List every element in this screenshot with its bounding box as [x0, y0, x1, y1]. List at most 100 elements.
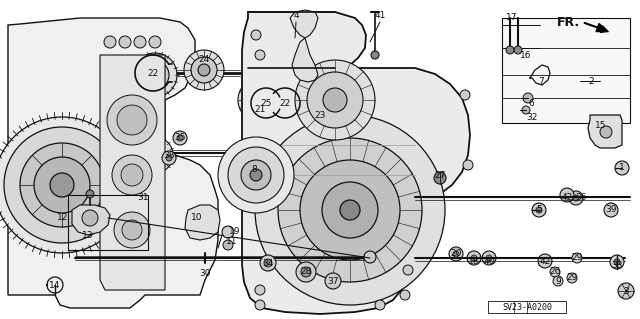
Circle shape [166, 155, 172, 161]
Circle shape [560, 188, 574, 202]
Circle shape [460, 90, 470, 100]
Circle shape [251, 30, 261, 40]
Circle shape [323, 88, 347, 112]
Polygon shape [290, 10, 318, 38]
Circle shape [296, 262, 316, 282]
Polygon shape [292, 38, 318, 82]
Circle shape [145, 145, 165, 165]
Circle shape [295, 60, 375, 140]
Circle shape [300, 95, 340, 135]
Text: 6: 6 [528, 99, 534, 108]
Circle shape [117, 105, 147, 135]
Polygon shape [72, 205, 110, 235]
Circle shape [112, 155, 152, 195]
Text: 30: 30 [199, 270, 211, 278]
Circle shape [506, 46, 514, 54]
Circle shape [572, 253, 582, 263]
Text: 23: 23 [314, 110, 326, 120]
Circle shape [150, 70, 160, 80]
Text: 11: 11 [227, 236, 237, 246]
Circle shape [255, 285, 265, 295]
Circle shape [223, 240, 233, 250]
Circle shape [141, 61, 169, 89]
Circle shape [246, 86, 274, 114]
Circle shape [238, 78, 282, 122]
Circle shape [114, 212, 150, 248]
Circle shape [82, 210, 98, 226]
Circle shape [137, 137, 173, 173]
Circle shape [471, 255, 477, 261]
Polygon shape [588, 115, 622, 148]
Text: 29: 29 [566, 273, 578, 283]
Circle shape [222, 226, 234, 238]
Text: 16: 16 [520, 50, 532, 60]
Bar [502, 18, 630, 123]
Text: 19: 19 [229, 227, 241, 236]
Circle shape [300, 160, 400, 260]
Text: 25: 25 [260, 99, 272, 108]
Circle shape [553, 276, 563, 286]
Circle shape [364, 251, 376, 263]
Circle shape [463, 160, 473, 170]
Circle shape [550, 267, 560, 277]
Circle shape [134, 36, 146, 48]
Circle shape [567, 273, 577, 283]
Polygon shape [100, 55, 165, 290]
Circle shape [34, 157, 90, 213]
Circle shape [325, 273, 341, 289]
Circle shape [86, 190, 94, 198]
Circle shape [228, 147, 284, 203]
Text: 9: 9 [555, 277, 561, 286]
Circle shape [50, 173, 74, 197]
Text: 32: 32 [526, 113, 538, 122]
Circle shape [375, 300, 385, 310]
Text: 1: 1 [619, 164, 625, 173]
Text: 41: 41 [374, 11, 386, 19]
Text: 14: 14 [49, 280, 61, 290]
Text: 38: 38 [163, 152, 175, 160]
Text: 33: 33 [611, 261, 623, 270]
Circle shape [119, 36, 131, 48]
Text: 3: 3 [623, 286, 629, 295]
Circle shape [255, 50, 265, 60]
Circle shape [307, 102, 333, 128]
Circle shape [151, 151, 159, 159]
Circle shape [569, 191, 583, 205]
Text: 20: 20 [451, 249, 461, 258]
Circle shape [514, 46, 522, 54]
FancyArrowPatch shape [584, 23, 605, 31]
Text: 7: 7 [538, 78, 544, 86]
Circle shape [604, 203, 618, 217]
Text: 8: 8 [251, 166, 257, 174]
Circle shape [0, 117, 130, 253]
Text: 35: 35 [174, 133, 186, 143]
Text: 22: 22 [147, 69, 159, 78]
Circle shape [340, 200, 360, 220]
Text: 10: 10 [191, 213, 203, 222]
Circle shape [449, 247, 463, 261]
Circle shape [523, 93, 533, 103]
Circle shape [278, 138, 422, 282]
Circle shape [122, 220, 142, 240]
Bar [68, 195, 148, 250]
Circle shape [307, 72, 363, 128]
Text: 28: 28 [300, 268, 312, 277]
Text: 42: 42 [561, 192, 573, 202]
Circle shape [198, 64, 210, 76]
Circle shape [614, 259, 620, 265]
Circle shape [467, 251, 481, 265]
Text: SV23-A0200: SV23-A0200 [502, 303, 552, 313]
Text: 37: 37 [327, 277, 339, 286]
Text: 27: 27 [435, 170, 445, 180]
Circle shape [162, 151, 176, 165]
Text: 2: 2 [588, 77, 594, 85]
Circle shape [322, 182, 378, 238]
Circle shape [536, 207, 542, 213]
Circle shape [453, 251, 459, 257]
Text: 17: 17 [506, 13, 518, 23]
Text: FR.: FR. [557, 16, 580, 28]
Text: 39: 39 [605, 205, 617, 214]
Text: 12: 12 [58, 213, 68, 222]
Circle shape [255, 115, 445, 305]
Text: 42: 42 [540, 256, 550, 265]
